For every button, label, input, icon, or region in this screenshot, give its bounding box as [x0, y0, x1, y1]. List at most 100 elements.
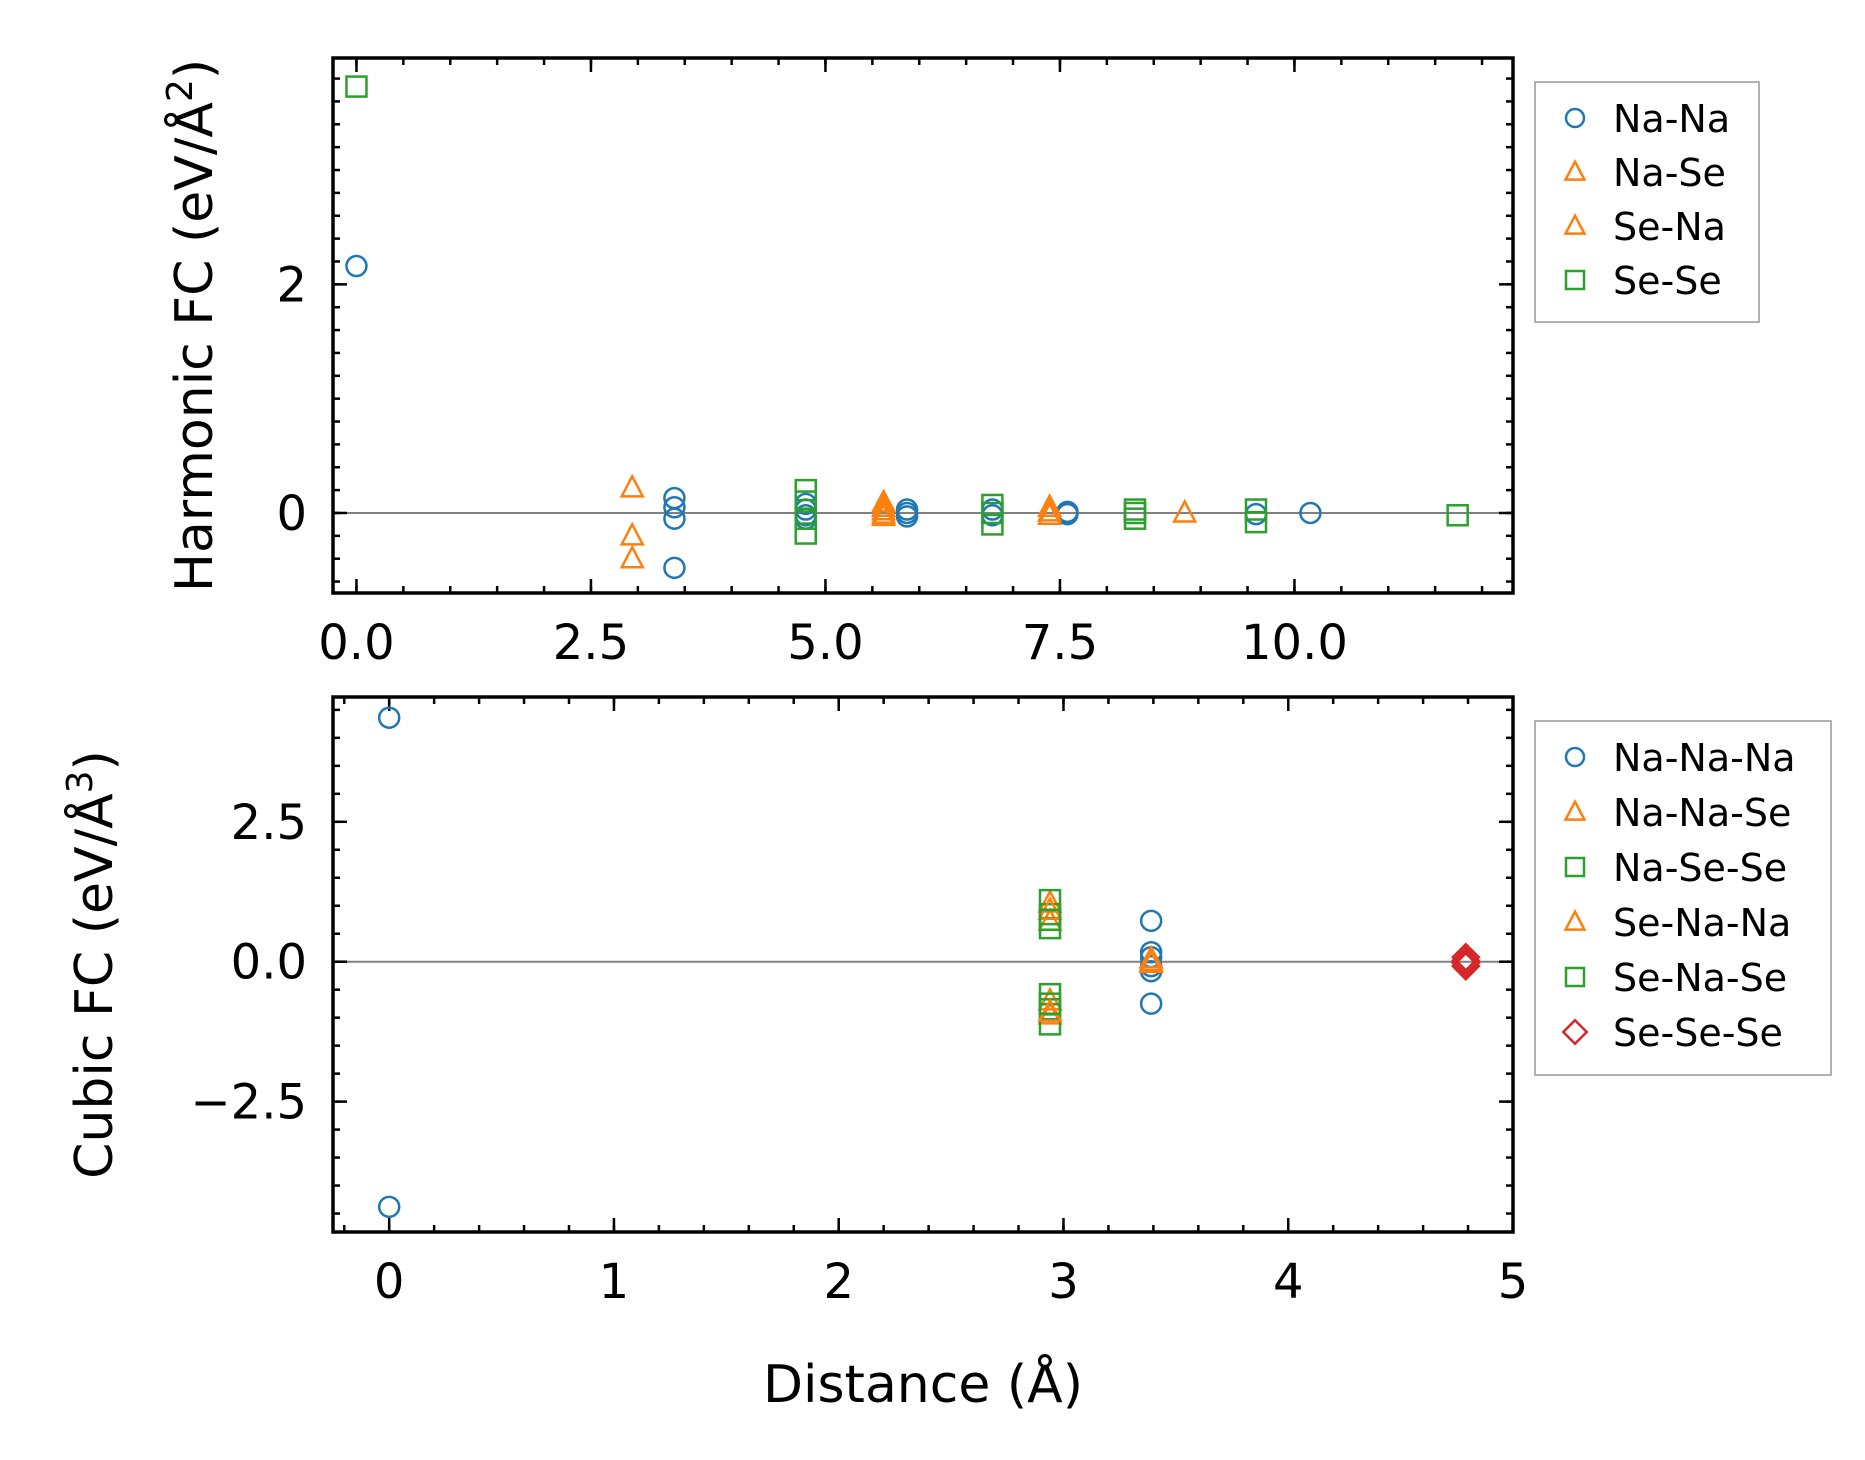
y-axis-label: Cubic FC (eV/Å3)	[60, 750, 125, 1179]
data-point	[1451, 948, 1481, 978]
legend-marker	[1564, 107, 1586, 129]
x-tick-label: 4	[1273, 1254, 1304, 1310]
legend-label: Se-Na	[1613, 205, 1726, 249]
data-point	[619, 544, 645, 569]
y-axis-label-close: )	[165, 59, 225, 79]
legend-label: Na-Na-Na	[1613, 736, 1796, 780]
x-tick-label: 0.0	[318, 615, 394, 671]
series-se-se	[345, 75, 1469, 545]
x-tick-label: 2.5	[553, 615, 629, 671]
data-point	[1037, 501, 1063, 526]
data-point	[871, 499, 897, 524]
data-point	[871, 493, 897, 518]
y-tick-label: 0	[276, 486, 307, 542]
legend-frame	[1534, 81, 1760, 323]
data-point	[1172, 498, 1198, 523]
legend-label: Na-Na	[1613, 97, 1730, 141]
x-tick-label: 10.0	[1241, 615, 1348, 671]
data-point	[981, 501, 1004, 525]
data-point	[1123, 507, 1147, 530]
series-se-na	[871, 493, 1063, 524]
legend-marker	[1564, 746, 1586, 768]
data-point	[871, 496, 897, 521]
y-axis-label: Harmonic FC (eV/Å2)	[160, 59, 225, 592]
legend-label: Na-Na-Se	[1613, 791, 1791, 835]
x-tick-label: 3	[1048, 1254, 1079, 1310]
legend-marker	[1563, 158, 1587, 181]
data-point	[663, 496, 686, 519]
data-point	[345, 75, 368, 98]
data-point	[377, 1195, 401, 1219]
data-point	[794, 478, 818, 502]
data-point	[345, 254, 368, 278]
y-axis-label-superscript: 3	[60, 770, 101, 793]
series-na-na	[345, 254, 1322, 580]
legend-marker	[1563, 908, 1587, 931]
data-point	[981, 513, 1004, 536]
y-axis-label-close: )	[65, 750, 125, 770]
data-point	[1451, 945, 1481, 976]
legend-frame	[1534, 720, 1832, 1076]
series-se-na-se	[1038, 908, 1062, 1015]
data-point	[619, 473, 645, 498]
legend-marker	[1561, 1018, 1589, 1046]
legend-label: Na-Se	[1613, 151, 1726, 195]
legend-label: Se-Se	[1613, 259, 1722, 303]
data-point	[1138, 944, 1164, 969]
data-point	[377, 706, 401, 729]
y-axis-label-text: Harmonic FC (eV/Å	[163, 102, 225, 593]
legend-marker	[1564, 856, 1586, 878]
x-tick-label: 0	[374, 1254, 405, 1310]
y-axis-label-text: Cubic FC (eV/Å	[63, 793, 125, 1179]
legend: Na-Na-Na Na-Na-Se Na-Se-Se Se-Na-Na Se-Na-Se…	[1534, 720, 1832, 1076]
x-tick-label: 7.5	[1022, 615, 1098, 671]
legend-marker	[1564, 269, 1586, 291]
data-point	[1037, 497, 1063, 522]
data-point	[663, 507, 686, 530]
data-point	[1038, 908, 1062, 931]
data-point	[794, 507, 818, 530]
data-point	[1037, 997, 1063, 1022]
data-point	[663, 556, 686, 580]
y-tick-label: −2.5	[190, 1075, 307, 1131]
x-tick-label: 5	[1498, 1254, 1529, 1310]
x-tick-label: 2	[823, 1254, 854, 1310]
data-point	[1299, 501, 1322, 525]
legend-label: Se-Na-Na	[1613, 901, 1791, 945]
y-axis-label-superscript: 2	[160, 79, 201, 102]
legend-label: Se-Na-Se	[1613, 956, 1787, 1000]
legend-marker	[1563, 798, 1587, 821]
y-tick-label: 0.0	[231, 935, 307, 991]
legend-label: Na-Se-Se	[1613, 846, 1787, 890]
legend-marker	[1563, 212, 1587, 235]
data-point	[1446, 504, 1469, 527]
x-axis-label: Distance (Å)	[763, 1353, 1083, 1415]
data-point	[895, 505, 919, 528]
data-point	[1139, 909, 1163, 933]
legend-marker	[1564, 966, 1586, 988]
data-point	[1244, 502, 1268, 526]
legend-label: Se-Se-Se	[1613, 1011, 1783, 1055]
data-point	[794, 522, 818, 545]
y-tick-label: 2.5	[231, 795, 307, 851]
data-point	[1037, 493, 1063, 518]
y-tick-label: 2	[276, 257, 307, 313]
data-point	[1038, 992, 1062, 1015]
x-tick-label: 1	[599, 1254, 630, 1310]
data-point	[871, 488, 897, 513]
data-point	[1138, 947, 1164, 972]
axes-frame	[331, 56, 1515, 595]
data-point	[1139, 992, 1163, 1015]
data-point	[1451, 951, 1481, 981]
data-point	[1244, 510, 1268, 534]
data-point	[1451, 942, 1481, 972]
x-tick-label: 5.0	[787, 615, 863, 671]
data-point	[1244, 498, 1268, 521]
series-se-se-se	[1451, 942, 1481, 981]
data-point	[794, 490, 818, 513]
legend: Na-Na Na-Se Se-Na Se-Se	[1534, 81, 1760, 323]
data-point	[619, 521, 645, 546]
